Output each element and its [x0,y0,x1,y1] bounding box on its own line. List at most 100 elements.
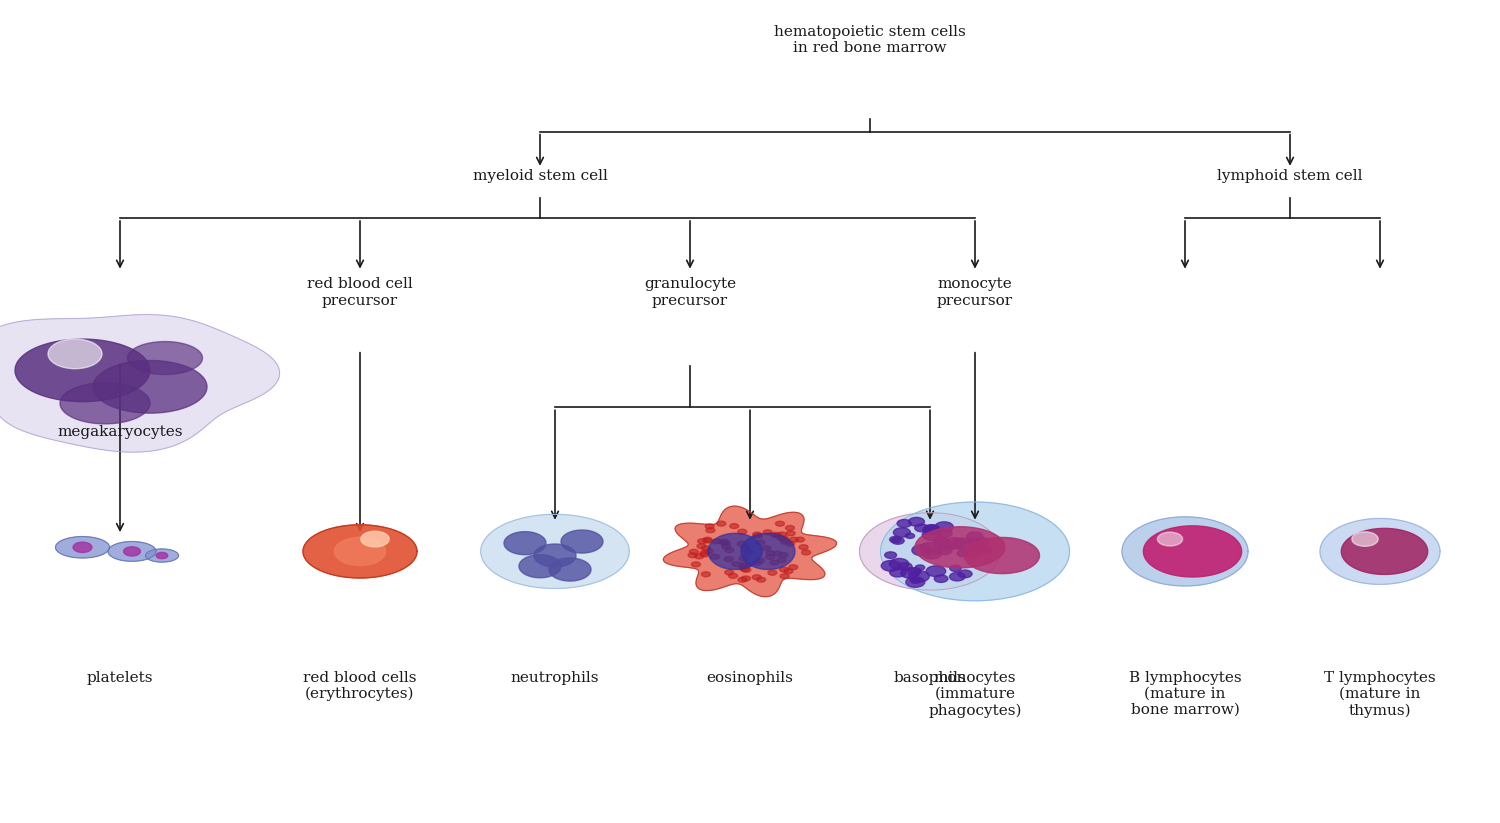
Polygon shape [108,542,156,561]
Circle shape [915,524,928,532]
Polygon shape [663,506,837,597]
Polygon shape [880,502,1070,601]
Circle shape [780,536,789,541]
Circle shape [741,576,750,581]
Circle shape [786,525,795,530]
Circle shape [801,550,810,555]
Polygon shape [482,514,630,588]
Text: platelets: platelets [87,671,153,685]
Circle shape [765,555,774,560]
Circle shape [704,549,712,554]
Circle shape [753,533,762,538]
Circle shape [897,519,912,528]
Circle shape [771,532,780,537]
Text: eosinophils: eosinophils [706,671,794,685]
Circle shape [894,528,910,537]
Polygon shape [915,527,1005,568]
Text: neutrophils: neutrophils [510,671,598,685]
Circle shape [756,540,765,545]
Circle shape [939,543,952,551]
Circle shape [712,539,722,544]
Circle shape [48,339,102,369]
Circle shape [711,555,720,560]
Circle shape [934,575,948,583]
Circle shape [729,574,738,579]
Circle shape [722,542,730,546]
Circle shape [724,548,734,553]
Circle shape [880,560,902,571]
Text: granulocyte
precursor: granulocyte precursor [644,277,736,308]
Text: red blood cells
(erythrocytes): red blood cells (erythrocytes) [303,671,417,701]
Polygon shape [60,383,150,424]
Circle shape [909,518,924,526]
Circle shape [786,542,795,546]
Text: myeloid stem cell: myeloid stem cell [472,169,608,183]
Text: basophils: basophils [894,671,966,685]
Circle shape [738,565,747,570]
Circle shape [777,536,786,541]
Polygon shape [549,558,591,581]
Circle shape [915,565,924,570]
Text: T lymphocytes
(mature in
thymus): T lymphocytes (mature in thymus) [1324,671,1436,718]
Circle shape [762,546,771,551]
Circle shape [909,570,930,582]
Circle shape [778,552,788,557]
Circle shape [926,525,939,532]
Circle shape [776,521,784,526]
Circle shape [700,551,709,556]
Text: hematopoietic stem cells
in red bone marrow: hematopoietic stem cells in red bone mar… [774,25,966,55]
Circle shape [933,538,951,547]
Circle shape [694,554,703,559]
Circle shape [890,537,902,542]
Circle shape [950,573,964,581]
Circle shape [736,542,746,546]
Circle shape [964,549,980,558]
Circle shape [950,565,962,571]
Polygon shape [128,342,202,374]
Circle shape [766,551,776,556]
Polygon shape [534,544,576,567]
Circle shape [800,545,808,550]
Circle shape [922,529,942,541]
Circle shape [1158,532,1182,546]
Circle shape [933,537,946,544]
Circle shape [966,532,982,541]
Circle shape [912,545,933,556]
Text: B lymphocytes
(mature in
bone marrow): B lymphocytes (mature in bone marrow) [1128,671,1242,717]
Polygon shape [504,532,546,555]
Circle shape [360,532,390,547]
Circle shape [753,560,762,565]
Polygon shape [15,339,150,402]
Circle shape [724,570,734,575]
Circle shape [700,552,709,557]
Circle shape [780,574,789,579]
Circle shape [744,550,753,555]
Circle shape [705,523,714,528]
Polygon shape [1143,526,1242,577]
Circle shape [334,537,386,565]
Polygon shape [0,314,279,452]
Circle shape [900,568,920,579]
Text: megakaryocytes: megakaryocytes [57,425,183,439]
Text: lymphoid stem cell: lymphoid stem cell [1218,169,1362,183]
Circle shape [740,566,748,571]
Circle shape [738,529,747,534]
Circle shape [690,549,699,554]
Circle shape [738,577,747,582]
Polygon shape [1341,528,1428,574]
Text: red blood cell
precursor: red blood cell precursor [308,277,413,308]
Circle shape [924,525,938,532]
Circle shape [752,574,760,579]
Circle shape [702,572,711,577]
Circle shape [718,540,728,545]
Circle shape [906,577,926,588]
Circle shape [732,561,741,566]
Circle shape [770,560,778,565]
Circle shape [741,545,750,550]
Circle shape [957,550,970,557]
Circle shape [777,557,786,562]
Circle shape [891,537,904,544]
Circle shape [702,546,711,551]
Polygon shape [741,533,795,570]
Circle shape [974,543,987,551]
